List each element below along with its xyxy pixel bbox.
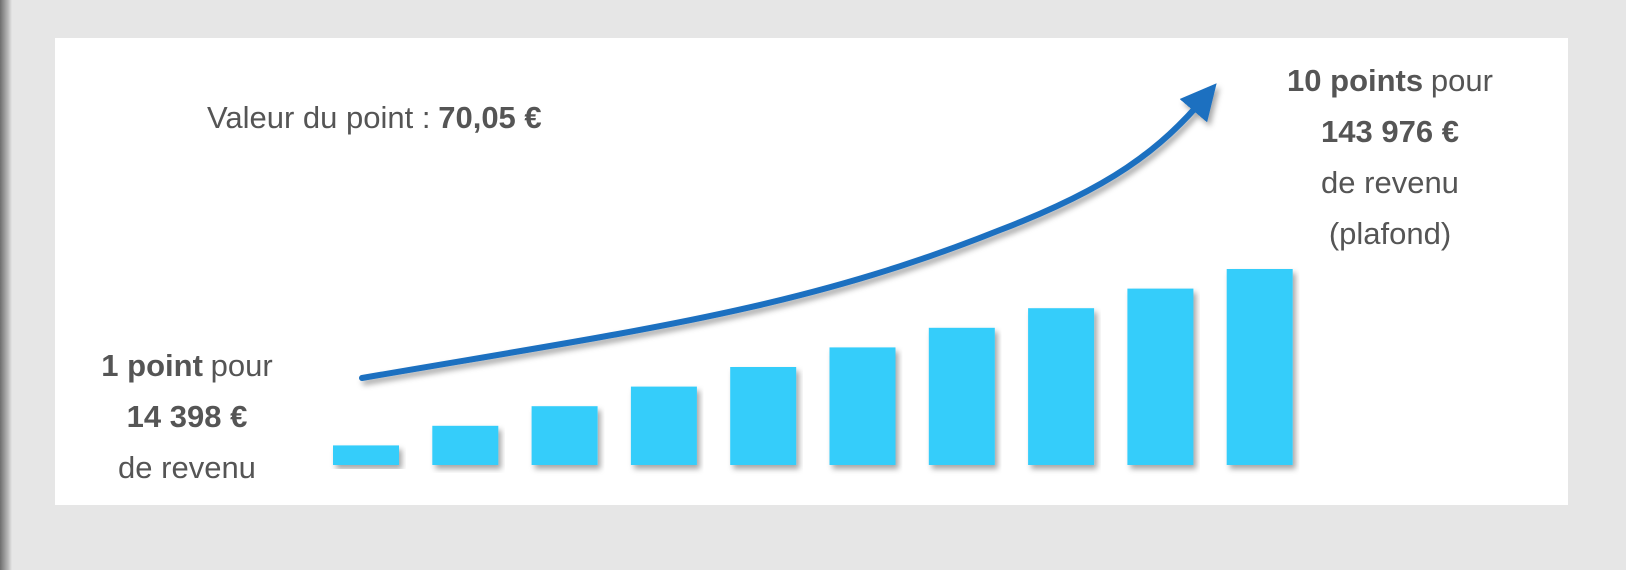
bar [531,406,598,465]
annotation-line: 1 point pour [47,340,327,391]
annotation-text: Valeur du point : [207,100,431,135]
bar [730,367,797,465]
bar [829,347,896,465]
bar [928,327,995,465]
bars [333,269,1293,465]
annotation: 1 point pour 14 398 € de revenu [47,340,327,493]
annotation-line: 14 398 € [47,391,327,442]
annotation: Valeur du point :70,05 € [207,92,542,143]
annotation-text: 14 398 € [126,399,248,434]
bar [333,445,399,465]
annotation-text: pour [210,348,273,383]
annotation-text: 143 976 € [1321,114,1459,149]
annotation-line: (plafond) [1240,208,1540,259]
annotation-line: de revenu [1240,157,1540,208]
annotation-text: (plafond) [1328,216,1452,251]
bar [432,425,499,465]
annotation-text: pour [1430,63,1493,98]
annotation-line: 143 976 € [1240,106,1540,157]
annotation-line: de revenu [47,442,327,493]
bar [1127,288,1194,465]
annotation-line: Valeur du point :70,05 € [207,92,542,143]
annotation: 10 points pour 143 976 € de revenu (plafond) [1240,55,1540,259]
bar [1226,269,1293,465]
annotation-text: 1 point [101,348,203,383]
bar [1028,308,1095,465]
window-edge [0,0,12,570]
annotation-line: 10 points pour [1240,55,1540,106]
panel [55,38,1568,505]
bar [630,386,697,465]
annotation-text: de revenu [118,450,256,485]
growth-arrow [359,83,1217,381]
annotation-text: 10 points [1287,63,1424,98]
annotation-text: 70,05 € [438,100,542,135]
annotation-text: de revenu [1321,165,1459,200]
